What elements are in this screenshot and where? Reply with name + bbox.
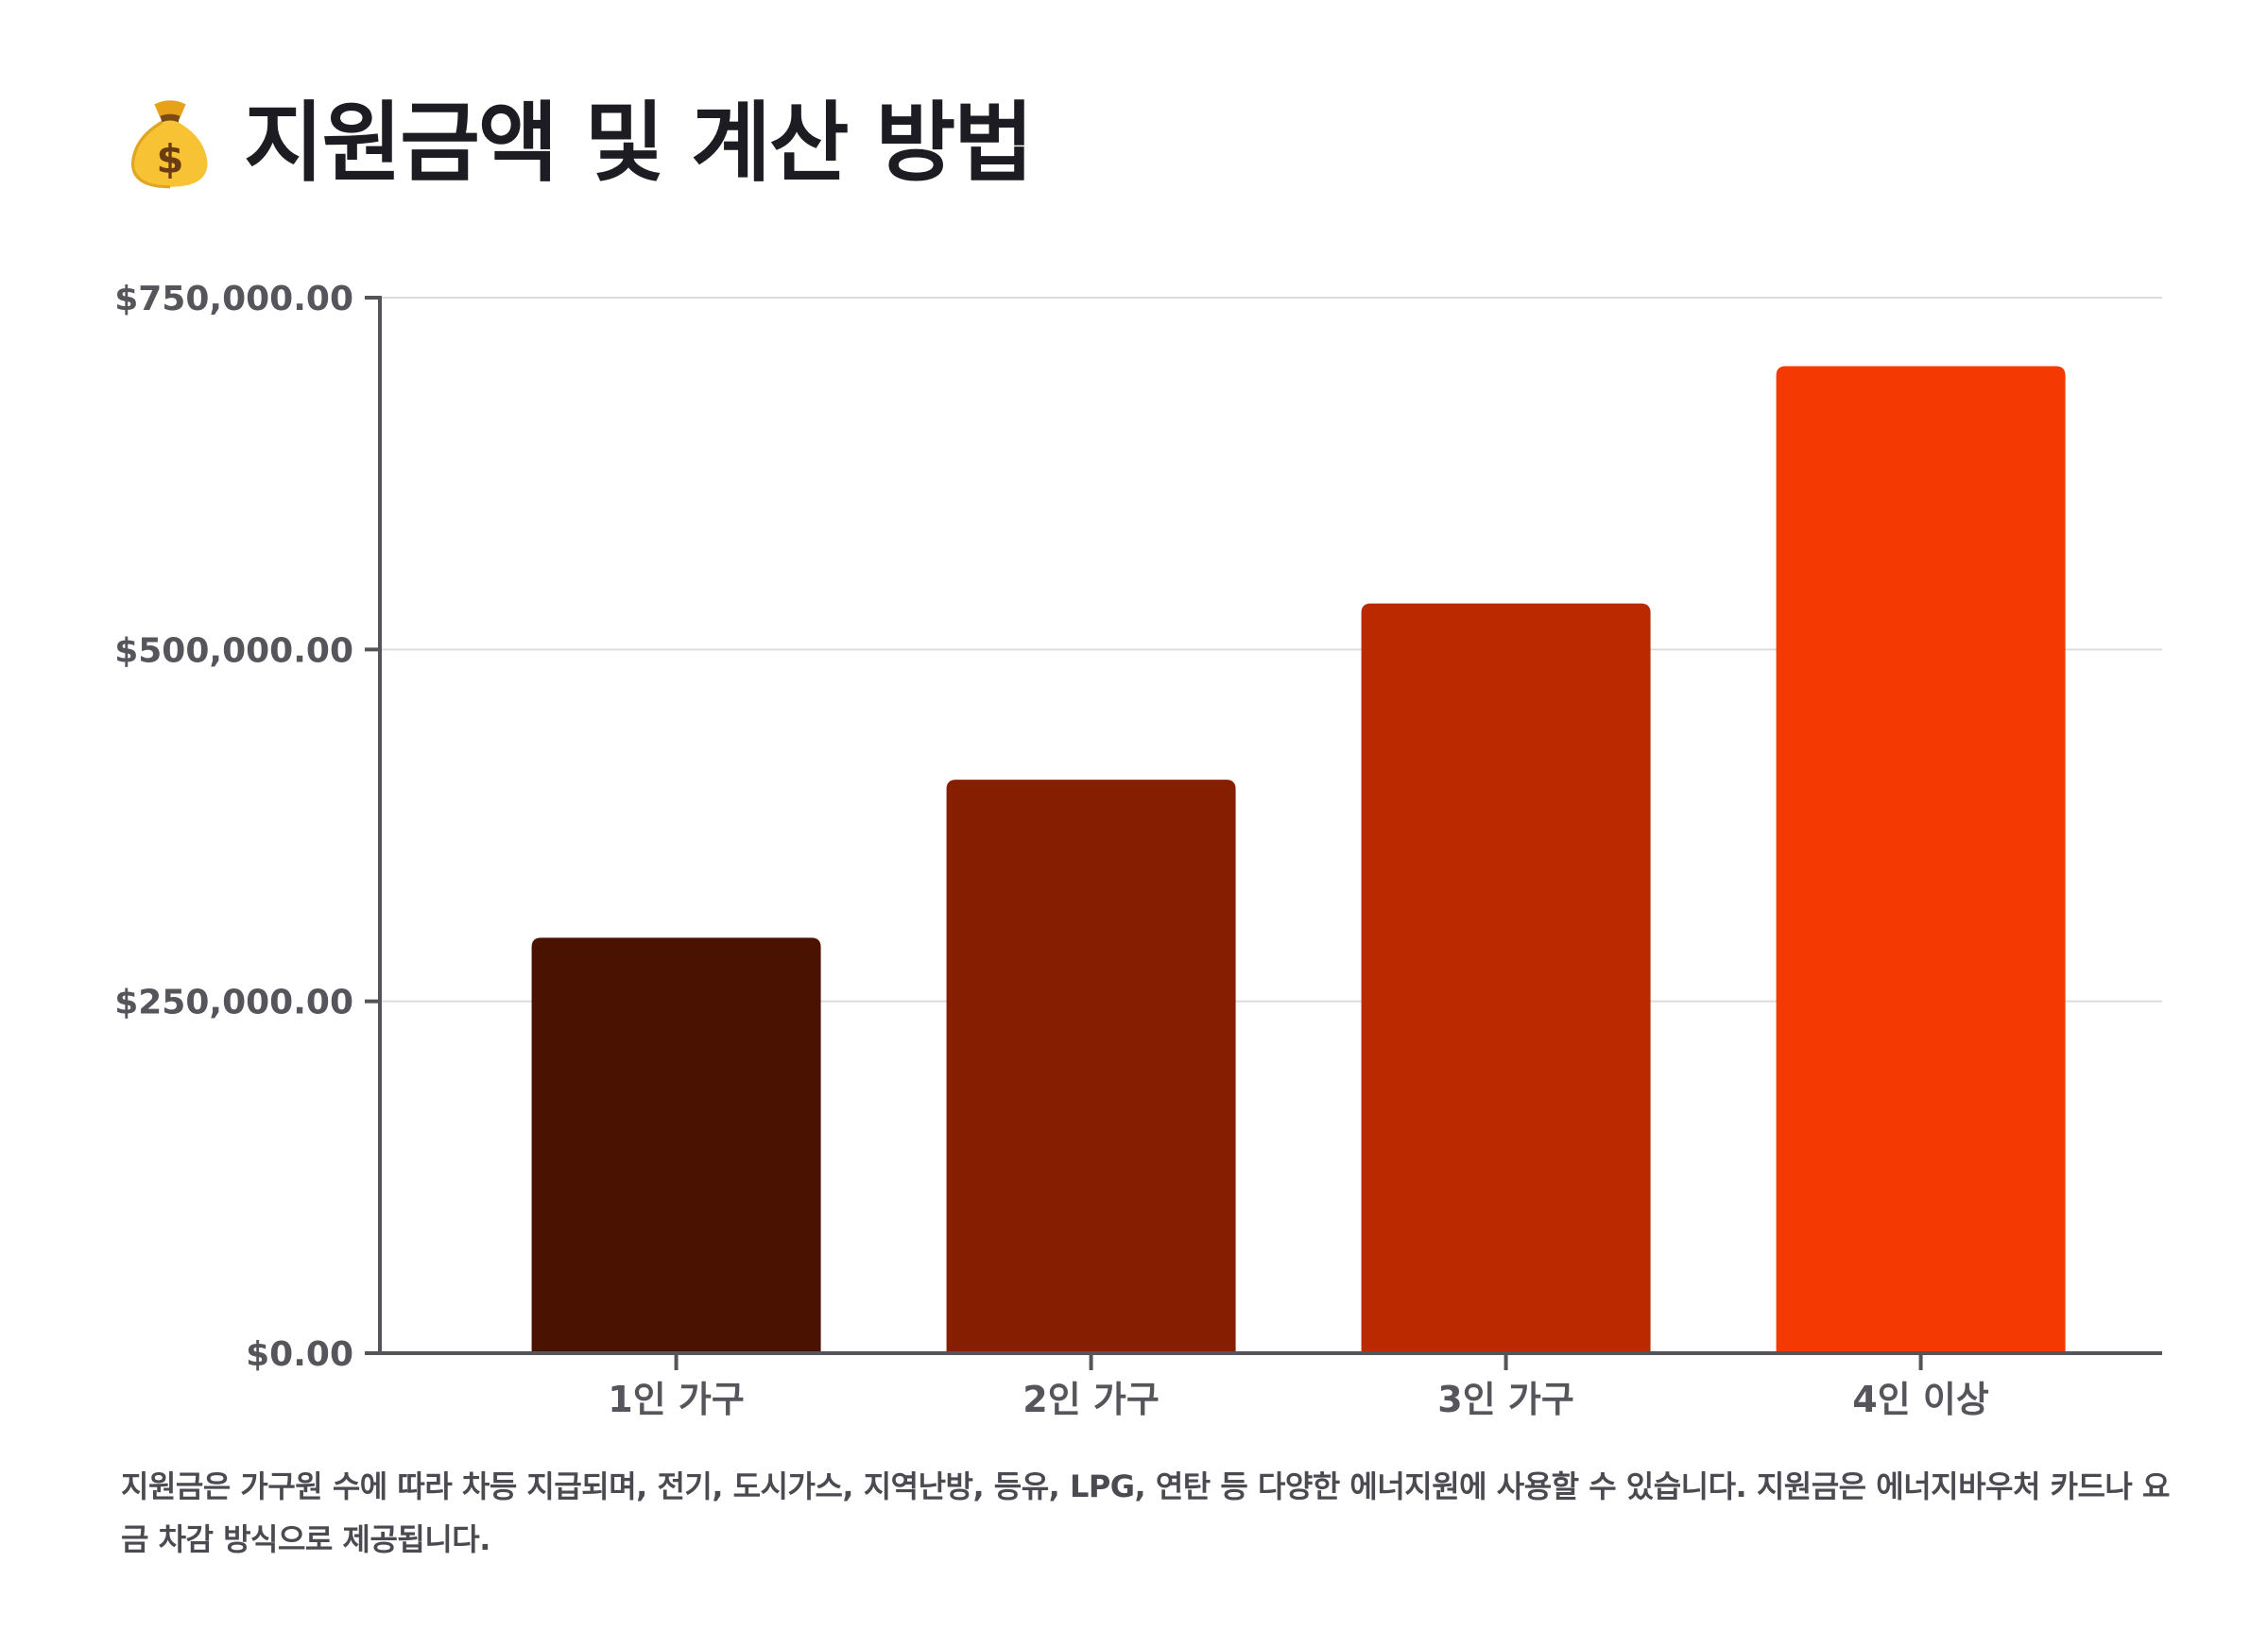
bar (946, 780, 1236, 1353)
money-bag-icon: $ (130, 100, 208, 189)
chart-footnote: 지원금은 가구원 수에 따라 차등 지급되며, 전기, 도시가스, 지역난방, … (121, 1468, 2170, 1557)
bar (1361, 603, 1651, 1353)
y-tick-label: $500,000.00 (114, 631, 353, 670)
x-axis-ticks: 1인 가구 2인 가구 3인 가구 4인 이상 (608, 1353, 1989, 1417)
y-axis-ticks: $0.00 $250,000.00 $500,000.00 $750,000.00 (114, 280, 380, 1374)
x-tick-label: 1인 가구 (608, 1379, 745, 1417)
title-row: $ 지원금액 및 계산 방법 (121, 87, 1034, 200)
y-tick-label: $250,000.00 (114, 984, 353, 1022)
x-tick-label: 3인 가구 (1437, 1379, 1574, 1417)
bar (531, 937, 821, 1353)
bar (1776, 366, 2066, 1354)
x-tick-label: 2인 가구 (1022, 1379, 1160, 1417)
x-tick-label: 4인 이상 (1852, 1379, 1989, 1417)
page-title: 지원금액 및 계산 방법 (244, 93, 1034, 194)
bar-chart: $0.00 $250,000.00 $500,000.00 $750,000.00 1… (114, 280, 2162, 1417)
axes (366, 296, 2162, 1355)
y-tick-label: $0.00 (246, 1335, 353, 1374)
svg-text:$: $ (157, 136, 184, 182)
y-tick-label: $750,000.00 (114, 280, 353, 318)
bars (531, 366, 2066, 1354)
